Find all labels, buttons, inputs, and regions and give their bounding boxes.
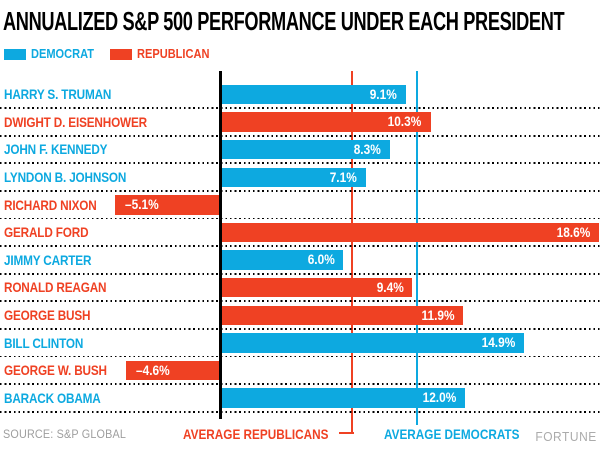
- value-label: 7.1%: [329, 169, 357, 185]
- president-label: GEORGE W. BUSH: [4, 362, 107, 379]
- avg-republicans-line: [351, 71, 354, 432]
- chart-row: GERALD FORD 18.6%: [0, 218, 600, 247]
- row-separator-dotted-line: [0, 189, 600, 192]
- value-bar: 6.0%: [221, 250, 344, 270]
- value-label: 18.6%: [556, 224, 591, 240]
- row-separator-dotted-line: [0, 327, 600, 330]
- president-label: LYNDON B. JOHNSON: [4, 168, 127, 185]
- row-separator-dotted-line: [0, 134, 600, 137]
- chart-row: RONALD REAGAN 9.4%: [0, 274, 600, 303]
- value-bar: 9.1%: [221, 84, 407, 105]
- fortune-logo: FORTUNE: [535, 429, 597, 444]
- source-note: SOURCE: S&P GLOBAL: [3, 427, 127, 441]
- row-separator-dotted-line: [0, 245, 600, 247]
- row-separator-dotted-line: [0, 217, 600, 220]
- row-separator-dotted-line: [0, 107, 600, 109]
- president-label: GERALD FORD: [4, 224, 89, 241]
- row-separator-dotted-line: [0, 410, 600, 413]
- value-label: 8.3%: [353, 141, 381, 157]
- value-label: 11.9%: [421, 307, 455, 323]
- row-separator-dotted-line: [0, 383, 600, 385]
- value-label: 10.3%: [387, 114, 422, 130]
- value-label: 6.0%: [307, 252, 335, 268]
- chart-row: HARRY S. TRUMAN 9.1%: [0, 80, 600, 109]
- avg-republicans-label: AVERAGE REPUBLICANS: [183, 426, 329, 442]
- chart-row: BILL CLINTON 14.9%: [0, 329, 600, 358]
- value-bar: 11.9%: [221, 305, 464, 325]
- legend-democrat-label: DEMOCRAT: [31, 46, 95, 61]
- value-label: 14.9%: [481, 335, 515, 351]
- row-separator-dotted-line: [0, 272, 600, 275]
- value-bar: –5.1%: [115, 195, 219, 215]
- chart-title: ANNUALIZED S&P 500 PERFORMANCE UNDER EAC…: [3, 6, 565, 36]
- chart-row: LYNDON B. JOHNSON 7.1%: [0, 163, 600, 192]
- president-label: GEORGE BUSH: [4, 306, 91, 323]
- chart-row: RICHARD NIXON –5.1%: [0, 191, 600, 220]
- value-bar: 14.9%: [221, 333, 524, 353]
- value-label: –4.6%: [135, 362, 170, 378]
- row-separator-dotted-line: [0, 162, 600, 165]
- value-bar: 9.4%: [221, 277, 413, 298]
- legend-republican-swatch: [110, 49, 132, 60]
- chart-row: BARACK OBAMA 12.0%: [0, 384, 600, 413]
- value-label: –5.1%: [125, 197, 160, 213]
- chart-row: GEORGE W. BUSH –4.6%: [0, 356, 600, 385]
- value-bar: 18.6%: [221, 222, 600, 243]
- avg-democrats-line: [416, 71, 419, 425]
- row-separator-dotted-line: [0, 355, 600, 358]
- chart-row: GEORGE BUSH 11.9%: [0, 301, 600, 330]
- value-bar: 12.0%: [221, 388, 466, 408]
- value-bar: 8.3%: [221, 139, 390, 160]
- president-label: HARRY S. TRUMAN: [4, 86, 112, 103]
- value-bar: –4.6%: [125, 360, 219, 381]
- president-label: BILL CLINTON: [4, 334, 84, 351]
- chart-row: JOHN F. KENNEDY 8.3%: [0, 136, 600, 165]
- president-label: DWIGHT D. EISENHOWER: [4, 113, 147, 130]
- value-bar: 10.3%: [221, 112, 431, 132]
- zero-axis-line: [219, 71, 222, 419]
- president-label: JIMMY CARTER: [4, 251, 92, 268]
- legend-republican-label: REPUBLICAN: [137, 46, 210, 61]
- president-label: JOHN F. KENNEDY: [4, 141, 108, 158]
- avg-democrats-label: AVERAGE DEMOCRATS: [384, 426, 520, 442]
- row-separator-dotted-line: [0, 300, 600, 303]
- president-label: BARACK OBAMA: [4, 389, 101, 406]
- value-bar: 7.1%: [221, 167, 366, 187]
- president-label: RONALD REAGAN: [4, 279, 107, 296]
- value-label: 9.4%: [376, 279, 404, 295]
- chart-row: JIMMY CARTER 6.0%: [0, 246, 600, 275]
- value-label: 12.0%: [422, 390, 457, 406]
- chart-row: DWIGHT D. EISENHOWER 10.3%: [0, 108, 600, 137]
- avg-republicans-connector-line: [339, 431, 354, 434]
- legend-democrat-swatch: [4, 49, 26, 60]
- value-label: 9.1%: [370, 86, 398, 102]
- president-label: RICHARD NIXON: [4, 196, 97, 213]
